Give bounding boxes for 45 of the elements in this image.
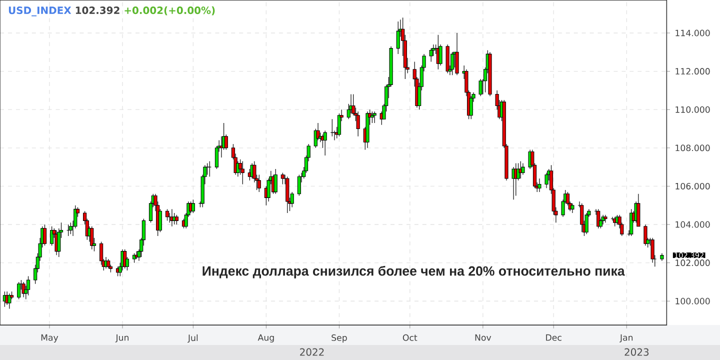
x-tick-label: Oct xyxy=(402,334,418,341)
text: 2022 xyxy=(300,348,324,356)
candlestick xyxy=(68,222,72,234)
candlestick xyxy=(274,168,278,194)
candlestick xyxy=(516,162,520,181)
y-tick-label: 104.000 xyxy=(676,221,710,228)
candlestick xyxy=(429,48,433,62)
candlestick xyxy=(106,258,110,269)
candlestick xyxy=(644,224,648,246)
y-tick-label: 110.000 xyxy=(676,106,710,113)
x-tick-label: Aug xyxy=(258,334,274,342)
text: 2023 xyxy=(624,348,649,356)
x-tick-label: Nov xyxy=(475,334,492,341)
candlestick xyxy=(337,113,342,137)
candlestick xyxy=(158,208,162,232)
candlestick xyxy=(165,208,170,221)
candlestick xyxy=(42,224,47,246)
candlestick xyxy=(8,293,12,310)
x-tick-label: Jun xyxy=(115,334,129,342)
candlestick xyxy=(604,214,608,223)
candlestick xyxy=(636,194,640,227)
candlestick xyxy=(323,130,327,156)
y-tick-label: 114.000 xyxy=(676,30,710,36)
candlestick xyxy=(370,111,374,124)
x-tick-label: Sep xyxy=(332,334,347,343)
y-tick-label: 100.000 xyxy=(676,298,710,304)
y-tick-label: 112.000 xyxy=(676,68,710,75)
text: USD_INDEX xyxy=(8,6,72,16)
text: 102.392 xyxy=(76,6,120,14)
candlestick xyxy=(297,174,301,196)
y-tick-label: 106.000 xyxy=(676,182,710,190)
x-tick-label: Jul xyxy=(188,334,198,343)
x-tick-label: May xyxy=(41,334,58,342)
x-tick-label: Jan xyxy=(620,334,633,342)
y-tick-label: 102.000 xyxy=(676,260,710,266)
candlestick xyxy=(521,162,525,176)
candlestick xyxy=(356,111,360,137)
candlestick xyxy=(570,203,574,214)
candlestick xyxy=(469,96,473,120)
annotation: +0.002(+0.00%) xyxy=(124,6,215,16)
annotation: Индекс доллара снизился более чем на 20% относительно пика xyxy=(202,266,625,278)
candlestick xyxy=(224,134,228,150)
x-tick-label: Dec xyxy=(546,334,562,341)
y-tick-label: 108.000 xyxy=(676,144,710,152)
candlestick xyxy=(174,214,178,225)
